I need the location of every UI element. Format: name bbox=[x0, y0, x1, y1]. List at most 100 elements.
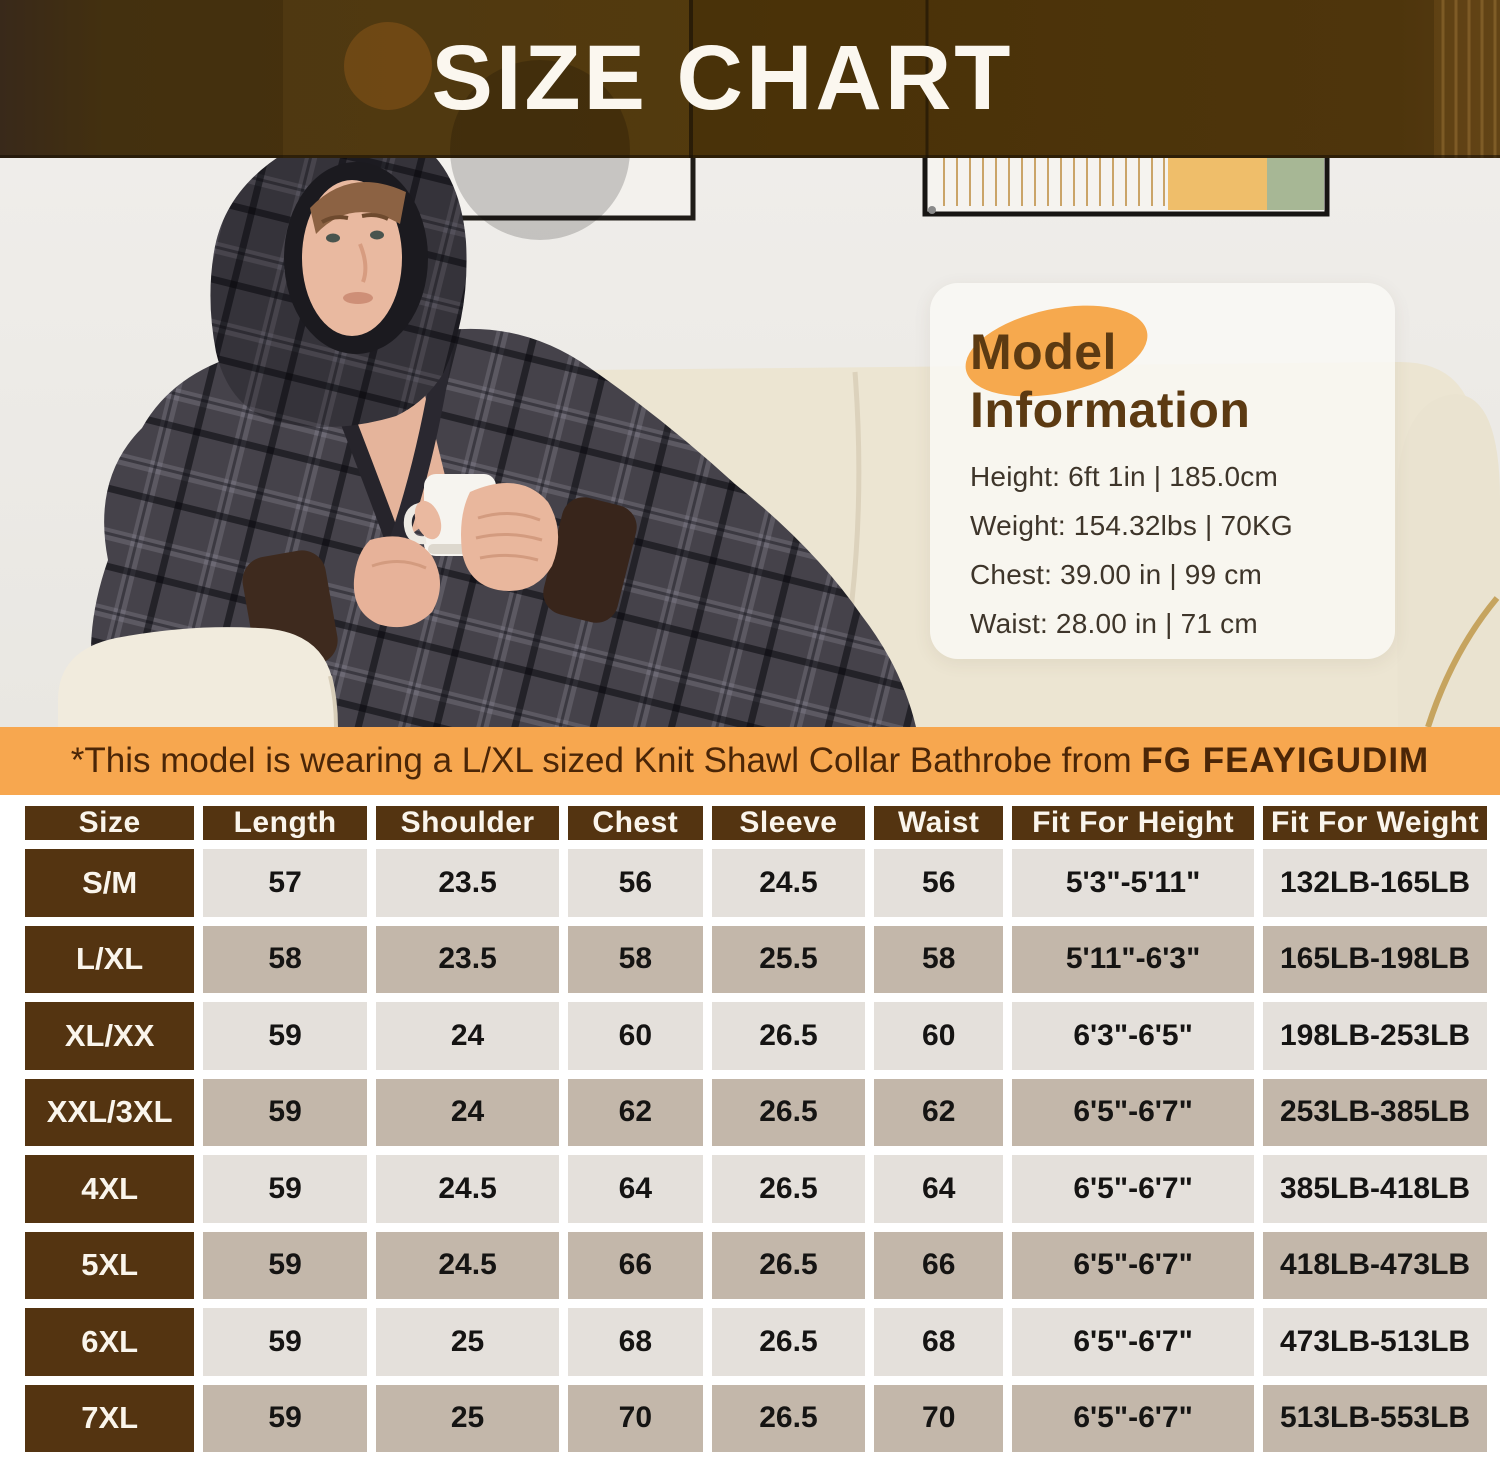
size-table: Size Length Shoulder Chest Sleeve Waist Fit Fo… bbox=[16, 797, 1496, 1461]
table-row: L/XL 58 23.5 58 25.5 58 5'11"-6'3" 165LB-198LB bbox=[25, 925, 1487, 993]
value-cell: 66 bbox=[874, 1231, 1004, 1299]
value-cell: 59 bbox=[203, 1155, 367, 1223]
size-cell: 6XL bbox=[25, 1308, 195, 1376]
value-cell: 5'3"-5'11" bbox=[1012, 849, 1255, 917]
lifestyle-scene-illustration bbox=[0, 0, 1500, 727]
header-row: Size Length Shoulder Chest Sleeve Waist Fit Fo… bbox=[25, 806, 1487, 840]
value-cell: 418LB-473LB bbox=[1263, 1231, 1487, 1299]
value-cell: 70 bbox=[568, 1384, 703, 1452]
value-cell: 5'11"-6'3" bbox=[1012, 925, 1255, 993]
column-header: Size bbox=[25, 806, 195, 840]
value-cell: 68 bbox=[874, 1308, 1004, 1376]
value-cell: 198LB-253LB bbox=[1263, 1002, 1487, 1070]
table-row: 6XL 59 25 68 26.5 68 6'5"-6'7" 473LB-513LB bbox=[25, 1308, 1487, 1376]
value-cell: 58 bbox=[874, 925, 1004, 993]
brand-name: FG FEAYIGUDIM bbox=[1141, 741, 1430, 780]
value-cell: 26.5 bbox=[711, 1231, 866, 1299]
table-row: XL/XX 59 24 60 26.5 60 6'3"-6'5" 198LB-253LB bbox=[25, 1002, 1487, 1070]
value-cell: 62 bbox=[874, 1078, 1004, 1146]
value-cell: 59 bbox=[203, 1078, 367, 1146]
value-cell: 385LB-418LB bbox=[1263, 1155, 1487, 1223]
size-cell: S/M bbox=[25, 849, 195, 917]
column-header: Chest bbox=[568, 806, 703, 840]
value-cell: 26.5 bbox=[711, 1308, 866, 1376]
value-cell: 25 bbox=[375, 1308, 560, 1376]
value-cell: 24.5 bbox=[711, 849, 866, 917]
value-cell: 6'3"-6'5" bbox=[1012, 1002, 1255, 1070]
value-cell: 59 bbox=[203, 1002, 367, 1070]
size-table-body: S/M 57 23.5 56 24.5 56 5'3"-5'11" 132LB-165LB L/… bbox=[25, 849, 1487, 1452]
size-cell: L/XL bbox=[25, 925, 195, 993]
value-cell: 24 bbox=[375, 1078, 560, 1146]
model-note-banner: *This model is wearing a L/XL sized Knit… bbox=[0, 727, 1500, 795]
value-cell: 56 bbox=[874, 849, 1004, 917]
size-cell: 5XL bbox=[25, 1231, 195, 1299]
value-cell: 26.5 bbox=[711, 1384, 866, 1452]
model-chest: Chest: 39.00 in | 99 cm bbox=[970, 559, 1263, 590]
value-cell: 24.5 bbox=[375, 1155, 560, 1223]
value-cell: 253LB-385LB bbox=[1263, 1078, 1487, 1146]
model-waist: Waist: 28.00 in | 71 cm bbox=[970, 608, 1258, 639]
value-cell: 6'5"-6'7" bbox=[1012, 1078, 1255, 1146]
value-cell: 56 bbox=[568, 849, 703, 917]
model-info-lines: Height: 6ft 1in | 185.0cm Weight: 154.32… bbox=[970, 461, 1293, 657]
value-cell: 6'5"-6'7" bbox=[1012, 1308, 1255, 1376]
value-cell: 59 bbox=[203, 1231, 367, 1299]
table-row: S/M 57 23.5 56 24.5 56 5'3"-5'11" 132LB-165LB bbox=[25, 849, 1487, 917]
table-row: 7XL 59 25 70 26.5 70 6'5"-6'7" 513LB-553LB bbox=[25, 1384, 1487, 1452]
model-info-title: Model Information bbox=[970, 323, 1395, 439]
value-cell: 58 bbox=[568, 925, 703, 993]
value-cell: 59 bbox=[203, 1308, 367, 1376]
column-header: Sleeve bbox=[711, 806, 866, 840]
column-header: Fit For Height bbox=[1012, 806, 1255, 840]
value-cell: 24.5 bbox=[375, 1231, 560, 1299]
model-person bbox=[90, 124, 916, 727]
sofa-armrest bbox=[58, 627, 338, 727]
value-cell: 64 bbox=[874, 1155, 1004, 1223]
value-cell: 26.5 bbox=[711, 1002, 866, 1070]
table-row: 4XL 59 24.5 64 26.5 64 6'5"-6'7" 385LB-418LB bbox=[25, 1155, 1487, 1223]
size-cell: 4XL bbox=[25, 1155, 195, 1223]
value-cell: 25 bbox=[375, 1384, 560, 1452]
value-cell: 6'5"-6'7" bbox=[1012, 1384, 1255, 1452]
value-cell: 23.5 bbox=[375, 925, 560, 993]
value-cell: 60 bbox=[874, 1002, 1004, 1070]
value-cell: 62 bbox=[568, 1078, 703, 1146]
value-cell: 25.5 bbox=[711, 925, 866, 993]
value-cell: 6'5"-6'7" bbox=[1012, 1155, 1255, 1223]
value-cell: 68 bbox=[568, 1308, 703, 1376]
column-header: Shoulder bbox=[375, 806, 560, 840]
column-header: Fit For Weight bbox=[1263, 806, 1487, 840]
header-band bbox=[0, 0, 1500, 240]
value-cell: 473LB-513LB bbox=[1263, 1308, 1487, 1376]
value-cell: 26.5 bbox=[711, 1155, 866, 1223]
value-cell: 70 bbox=[874, 1384, 1004, 1452]
hero-photo: SIZE CHART Model Information Height: 6ft… bbox=[0, 0, 1500, 727]
model-face bbox=[302, 180, 406, 336]
size-table-section: Size Length Shoulder Chest Sleeve Waist Fit Fo… bbox=[0, 795, 1500, 1473]
model-height: Height: 6ft 1in | 185.0cm bbox=[970, 461, 1278, 492]
column-header: Waist bbox=[874, 806, 1004, 840]
value-cell: 513LB-553LB bbox=[1263, 1384, 1487, 1452]
page-title: SIZE CHART bbox=[431, 27, 1014, 129]
table-row: 5XL 59 24.5 66 26.5 66 6'5"-6'7" 418LB-473LB bbox=[25, 1231, 1487, 1299]
value-cell: 66 bbox=[568, 1231, 703, 1299]
value-cell: 60 bbox=[568, 1002, 703, 1070]
value-cell: 57 bbox=[203, 849, 367, 917]
model-info-title-line2: Information bbox=[970, 382, 1251, 438]
model-info-title-line1: Model bbox=[970, 324, 1117, 380]
value-cell: 64 bbox=[568, 1155, 703, 1223]
column-header: Length bbox=[203, 806, 367, 840]
note-text: *This model is wearing a L/XL sized Knit… bbox=[70, 741, 1132, 780]
value-cell: 132LB-165LB bbox=[1263, 849, 1487, 917]
model-hands bbox=[353, 483, 559, 628]
size-cell: XL/XX bbox=[25, 1002, 195, 1070]
value-cell: 26.5 bbox=[711, 1078, 866, 1146]
value-cell: 6'5"-6'7" bbox=[1012, 1231, 1255, 1299]
size-cell: 7XL bbox=[25, 1384, 195, 1452]
model-weight: Weight: 154.32lbs | 70KG bbox=[970, 510, 1293, 541]
size-cell: XXL/3XL bbox=[25, 1078, 195, 1146]
value-cell: 59 bbox=[203, 1384, 367, 1452]
value-cell: 23.5 bbox=[375, 849, 560, 917]
